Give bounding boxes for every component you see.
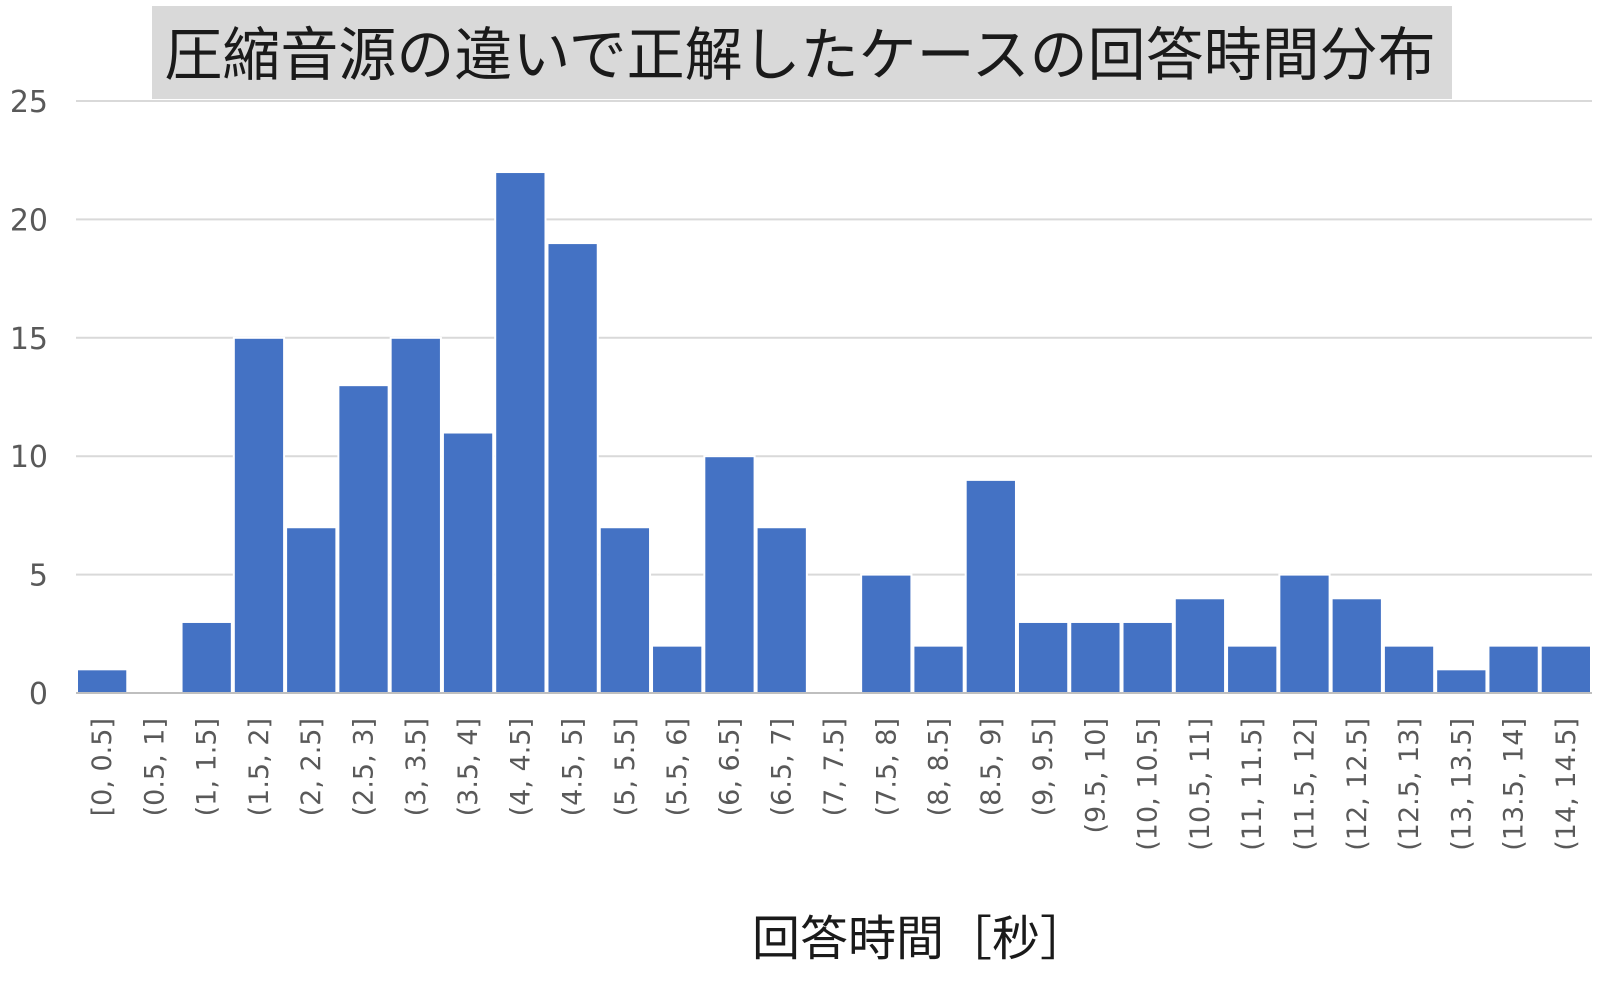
gridlines [76, 100, 1592, 576]
bars [76, 171, 1592, 695]
bar [1121, 620, 1174, 695]
chart-title: 圧縮音源の違いで正解したケースの回答時間分布 [164, 21, 1435, 89]
x-tick-label: (12, 12.5] [1342, 718, 1373, 851]
bar [912, 644, 965, 695]
bar [964, 478, 1017, 694]
x-tick-label: (2, 2.5] [296, 718, 327, 816]
y-tick-label: 0 [29, 677, 48, 712]
x-tick-label: (2.5, 3] [349, 718, 380, 816]
bar [598, 526, 652, 694]
bar [76, 668, 129, 695]
x-axis-ticks: [0, 0.5] (0.5, 1] (1, 1.5] (1.5, 2] (2, 2.5]… [87, 718, 1582, 851]
bar [755, 526, 808, 694]
bar [494, 171, 547, 695]
x-tick-label: (3.5, 4] [453, 718, 484, 816]
y-tick-label: 5 [29, 559, 48, 594]
x-tick-label: (14, 14.5] [1551, 718, 1582, 851]
bar [389, 336, 442, 694]
x-tick-label: (6, 6.5] [714, 718, 745, 816]
bar [860, 573, 913, 694]
x-tick-label: (13.5, 14] [1499, 718, 1530, 851]
bar [651, 644, 704, 695]
x-tick-label: (11, 11.5] [1237, 718, 1268, 851]
x-axis-label: 回答時間［秒］ [752, 911, 1088, 967]
x-tick-label: (1.5, 2] [244, 718, 275, 816]
x-tick-label: (13, 13.5] [1446, 718, 1477, 851]
bar [180, 620, 233, 695]
x-tick-label: (3, 3.5] [401, 718, 432, 816]
x-tick-label: (5, 5.5] [610, 718, 641, 816]
bar [1069, 620, 1122, 695]
bar [1539, 644, 1592, 695]
x-tick-label: (10, 10.5] [1133, 718, 1164, 851]
bar [232, 336, 286, 694]
y-axis-ticks: 0 5 10 15 20 25 [10, 85, 48, 712]
bar [285, 526, 338, 694]
bar [441, 431, 495, 694]
bar [1330, 597, 1383, 695]
bar [1382, 644, 1436, 695]
x-tick-label: (8.5, 9] [976, 718, 1007, 816]
bar [1435, 668, 1488, 695]
x-tick-label: (7.5, 8] [871, 718, 902, 816]
x-tick-label: (8, 8.5] [924, 718, 955, 816]
bar [1278, 573, 1331, 694]
x-tick-label: (6.5, 7] [767, 718, 798, 816]
x-tick-label: (9, 9.5] [1028, 718, 1059, 816]
y-tick-label: 25 [10, 85, 48, 120]
bar [1173, 597, 1227, 695]
x-tick-label: (9.5, 10] [1080, 718, 1111, 834]
x-tick-label: (4, 4.5] [505, 718, 536, 816]
bar [546, 242, 599, 695]
y-tick-label: 20 [10, 203, 48, 238]
x-tick-label: (5.5, 6] [662, 718, 693, 816]
x-tick-label: (1, 1.5] [192, 718, 223, 816]
bar [1226, 644, 1279, 695]
chart-title-background [152, 6, 1452, 99]
y-tick-label: 15 [10, 322, 48, 357]
bar [337, 384, 390, 694]
y-tick-label: 10 [10, 440, 48, 475]
x-tick-label: (11.5, 12] [1289, 718, 1320, 851]
x-tick-label: (0.5, 1] [139, 718, 170, 816]
x-tick-label: (12.5, 13] [1394, 718, 1425, 851]
x-tick-label: [0, 0.5] [87, 718, 118, 816]
x-tick-label: (7, 7.5] [819, 718, 850, 816]
bar [1016, 620, 1070, 695]
bar [1487, 644, 1540, 695]
bar [703, 455, 756, 695]
x-tick-label: (10.5, 11] [1185, 718, 1216, 851]
x-tick-label: (4.5, 5] [558, 718, 589, 816]
